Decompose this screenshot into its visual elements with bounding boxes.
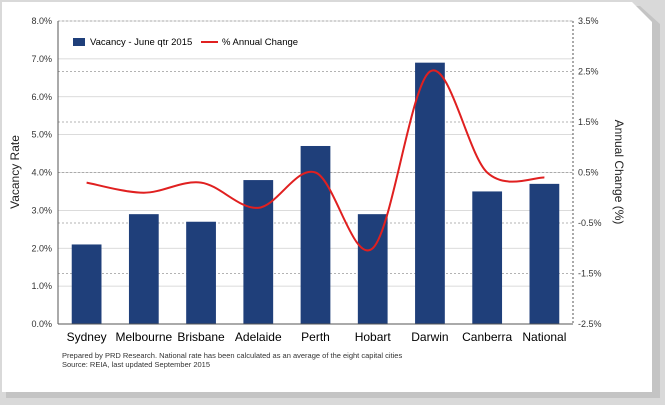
category-label-national: National — [522, 330, 566, 344]
annual-change-line — [86, 69, 545, 252]
left-tick-label: 5.0% — [31, 130, 52, 140]
bar-adelaide — [243, 180, 274, 324]
annual-change-path — [86, 69, 545, 252]
right-tick-label: 3.5% — [578, 16, 599, 26]
legend: Vacancy - June qtr 2015 % Annual Change — [73, 37, 298, 48]
category-label-perth: Perth — [301, 330, 330, 344]
left-tick-label: 2.0% — [31, 243, 52, 253]
left-tick-label: 4.0% — [31, 168, 52, 178]
legend-swatch-vacancy — [73, 38, 85, 46]
category-label-melbourne: Melbourne — [115, 330, 172, 344]
right-tick-label: -2.5% — [578, 319, 602, 329]
category-label-canberra: Canberra — [462, 330, 512, 344]
right-tick-label: -1.5% — [578, 269, 602, 279]
right-tick-label: 2.5% — [578, 67, 599, 77]
left-tick-label: 8.0% — [31, 16, 52, 26]
left-tick-label: 3.0% — [31, 205, 52, 215]
right-tick-labels: -2.5% -1.5% -0.5% 0.5% 1.5% 2.5% 3.5% — [578, 16, 602, 329]
left-tick-label: 7.0% — [31, 54, 52, 64]
left-axis-title: Vacancy Rate — [8, 135, 22, 209]
legend-label-annual-change: % Annual Change — [222, 37, 298, 48]
category-label-adelaide: Adelaide — [235, 330, 282, 344]
bar-melbourne — [128, 214, 159, 324]
left-tick-label: 0.0% — [31, 319, 52, 329]
axes — [57, 21, 574, 325]
left-tick-label: 6.0% — [31, 92, 52, 102]
right-tick-label: -0.5% — [578, 218, 602, 228]
bar-sydney — [71, 244, 102, 324]
bar-canberra — [472, 191, 503, 324]
category-label-darwin: Darwin — [411, 330, 448, 344]
category-label-hobart: Hobart — [355, 330, 392, 344]
footnote-source: Source: REIA, last updated September 201… — [62, 360, 210, 369]
left-tick-label: 1.0% — [31, 281, 52, 291]
right-tick-label: 1.5% — [578, 117, 599, 127]
bar-brisbane — [186, 221, 216, 324]
bar-perth — [300, 145, 331, 324]
category-label-brisbane: Brisbane — [177, 330, 225, 344]
bar-national — [529, 183, 560, 324]
right-axis-title: Annual Change (%) — [612, 120, 626, 225]
left-tick-labels: 0.0% 1.0% 2.0% 3.0% 4.0% 5.0% 6.0% 7.0% 8.0% — [31, 16, 52, 329]
legend-label-vacancy: Vacancy - June qtr 2015 — [90, 37, 192, 48]
right-tick-label: 0.5% — [578, 168, 599, 178]
bar-darwin — [415, 62, 445, 324]
footnote-prepared: Prepared by PRD Research. National rate … — [62, 351, 402, 360]
bar-hobart — [357, 214, 388, 324]
category-label-sydney: Sydney — [67, 330, 107, 344]
category-labels: Sydney Melbourne Brisbane Adelaide Perth Hoba… — [67, 330, 567, 344]
